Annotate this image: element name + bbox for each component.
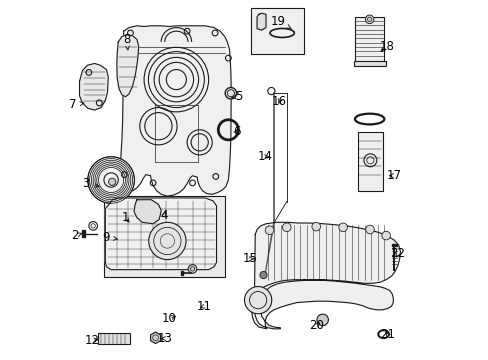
Circle shape [260, 271, 266, 279]
Circle shape [244, 287, 271, 314]
Text: 20: 20 [309, 319, 324, 332]
Text: 13: 13 [157, 332, 172, 345]
Circle shape [316, 314, 328, 325]
Polygon shape [105, 198, 216, 270]
Text: 2: 2 [71, 229, 81, 242]
Text: 17: 17 [386, 169, 401, 182]
Circle shape [224, 87, 236, 99]
Text: 8: 8 [123, 33, 130, 50]
Bar [98, 333, 129, 344]
Polygon shape [150, 332, 160, 343]
Polygon shape [251, 222, 400, 329]
Polygon shape [80, 63, 108, 110]
Text: 14: 14 [257, 150, 272, 163]
Bar [357, 132, 382, 191]
Text: 9: 9 [102, 231, 117, 244]
Circle shape [108, 178, 116, 185]
Text: 7: 7 [69, 98, 84, 111]
Text: 16: 16 [272, 95, 286, 108]
Polygon shape [180, 271, 183, 275]
Circle shape [88, 157, 134, 203]
Text: 18: 18 [379, 40, 394, 53]
Text: 3: 3 [82, 177, 99, 190]
Circle shape [311, 222, 320, 231]
Polygon shape [391, 244, 396, 246]
Bar [250, 8, 304, 54]
Polygon shape [81, 230, 85, 237]
Bar [353, 61, 385, 66]
Text: 4: 4 [160, 210, 167, 222]
Polygon shape [134, 200, 161, 224]
Circle shape [365, 225, 373, 234]
Circle shape [338, 223, 346, 231]
Text: 19: 19 [270, 15, 291, 28]
Circle shape [365, 15, 373, 24]
Text: 21: 21 [379, 328, 394, 341]
Circle shape [282, 223, 290, 231]
Text: 1: 1 [122, 211, 129, 224]
Text: 5: 5 [231, 90, 242, 103]
Text: 11: 11 [197, 300, 211, 313]
Bar [104, 196, 224, 277]
Text: 12: 12 [84, 334, 100, 347]
Polygon shape [257, 13, 265, 30]
Circle shape [148, 222, 185, 260]
Bar [354, 17, 384, 65]
Text: 10: 10 [162, 311, 176, 325]
Circle shape [265, 226, 273, 234]
Circle shape [188, 265, 196, 273]
Polygon shape [117, 35, 139, 97]
Text: 6: 6 [232, 125, 240, 138]
Circle shape [381, 231, 389, 240]
Text: 15: 15 [242, 252, 257, 265]
Polygon shape [118, 26, 231, 196]
Text: 22: 22 [390, 247, 405, 260]
